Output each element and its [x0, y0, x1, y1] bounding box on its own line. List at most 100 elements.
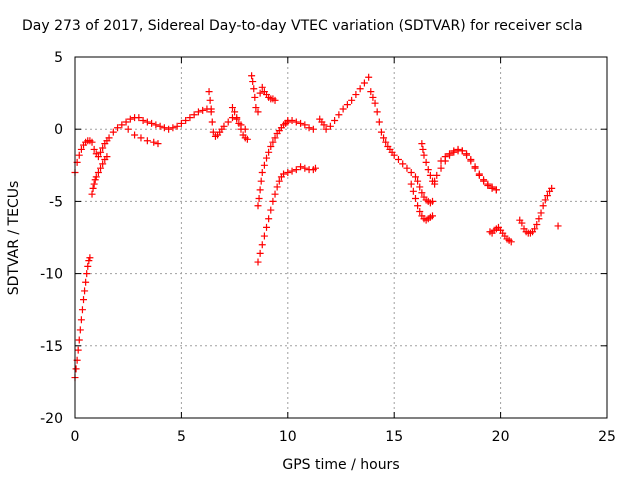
data-point	[292, 166, 300, 174]
data-point	[92, 173, 100, 181]
data-point	[169, 124, 177, 132]
x-tick-label: 25	[598, 429, 616, 445]
x-tick-label: 15	[385, 429, 403, 445]
data-point	[326, 122, 334, 130]
data-point	[403, 164, 411, 172]
data-point	[297, 119, 305, 127]
data-point	[267, 143, 275, 151]
data-point	[156, 122, 164, 130]
data-point	[228, 104, 236, 112]
data-point	[356, 85, 364, 93]
x-tick-label: 0	[71, 429, 80, 445]
data-point	[160, 124, 168, 132]
data-point	[554, 222, 562, 230]
data-point	[548, 184, 556, 192]
data-point	[409, 187, 417, 195]
data-point	[380, 134, 388, 142]
data-point	[429, 212, 437, 220]
data-point	[399, 160, 407, 168]
data-point	[394, 156, 402, 164]
data-point	[72, 365, 80, 373]
data-point	[165, 125, 173, 133]
data-point	[348, 96, 356, 104]
data-point	[271, 190, 279, 198]
data-point	[320, 121, 328, 129]
data-point	[441, 153, 449, 161]
data-point	[301, 164, 309, 172]
data-point	[454, 145, 462, 153]
data-point	[360, 79, 368, 87]
data-point	[480, 177, 488, 185]
data-point	[99, 144, 107, 152]
data-point	[250, 85, 258, 93]
data-point	[143, 137, 151, 145]
data-point	[231, 108, 239, 116]
data-point	[124, 125, 132, 133]
data-point	[263, 154, 271, 162]
data-point	[83, 270, 91, 278]
data-point	[143, 118, 151, 126]
data-point	[541, 196, 549, 204]
data-point	[254, 258, 262, 266]
data-point	[255, 195, 263, 203]
data-point	[533, 221, 541, 229]
data-point	[80, 296, 88, 304]
data-point	[76, 326, 84, 334]
data-point	[131, 131, 139, 139]
plot-frame	[74, 56, 608, 419]
data-point	[535, 215, 543, 223]
y-tick-label: -20	[40, 411, 63, 427]
data-point	[467, 157, 475, 165]
data-point	[422, 158, 430, 166]
data-point	[90, 145, 98, 153]
data-point	[84, 262, 92, 270]
data-point	[74, 346, 82, 354]
data-point	[267, 206, 275, 214]
data-point	[254, 108, 262, 116]
data-point	[77, 316, 85, 324]
data-point	[109, 128, 117, 136]
data-point	[265, 215, 273, 223]
data-point	[248, 72, 256, 80]
data-point	[431, 177, 439, 185]
data-point	[206, 96, 214, 104]
data-point	[199, 106, 207, 114]
data-point	[82, 278, 90, 286]
chart-title: Day 273 of 2017, Sidereal Day-to-day VTE…	[22, 18, 583, 34]
y-tick-label: 0	[54, 122, 63, 138]
data-point	[531, 225, 539, 233]
data-point	[284, 169, 292, 177]
x-axis-label: GPS time / hours	[282, 457, 400, 473]
data-point	[437, 157, 445, 165]
data-point	[122, 118, 130, 126]
data-point	[292, 118, 300, 126]
data-point	[148, 119, 156, 127]
data-point	[426, 171, 434, 179]
data-point	[194, 108, 202, 116]
data-point	[256, 186, 264, 194]
data-point	[280, 170, 288, 178]
data-point	[418, 189, 426, 197]
data-point	[233, 114, 241, 122]
data-point	[369, 93, 377, 101]
data-point	[265, 148, 273, 156]
data-point	[137, 134, 145, 142]
data-point	[309, 125, 317, 133]
data-point	[420, 151, 428, 159]
data-point	[273, 183, 281, 191]
data-point	[177, 119, 185, 127]
data-point	[224, 118, 232, 126]
data-point	[243, 135, 251, 143]
data-point	[256, 89, 264, 97]
data-points	[71, 72, 562, 382]
data-point	[126, 115, 134, 123]
data-point	[424, 166, 432, 174]
data-point	[414, 177, 422, 185]
data-point	[488, 184, 496, 192]
data-point	[208, 118, 216, 126]
data-point	[97, 164, 105, 172]
data-point	[77, 145, 85, 153]
data-point	[507, 238, 515, 246]
data-point	[458, 147, 466, 155]
x-tick-label: 5	[177, 429, 186, 445]
